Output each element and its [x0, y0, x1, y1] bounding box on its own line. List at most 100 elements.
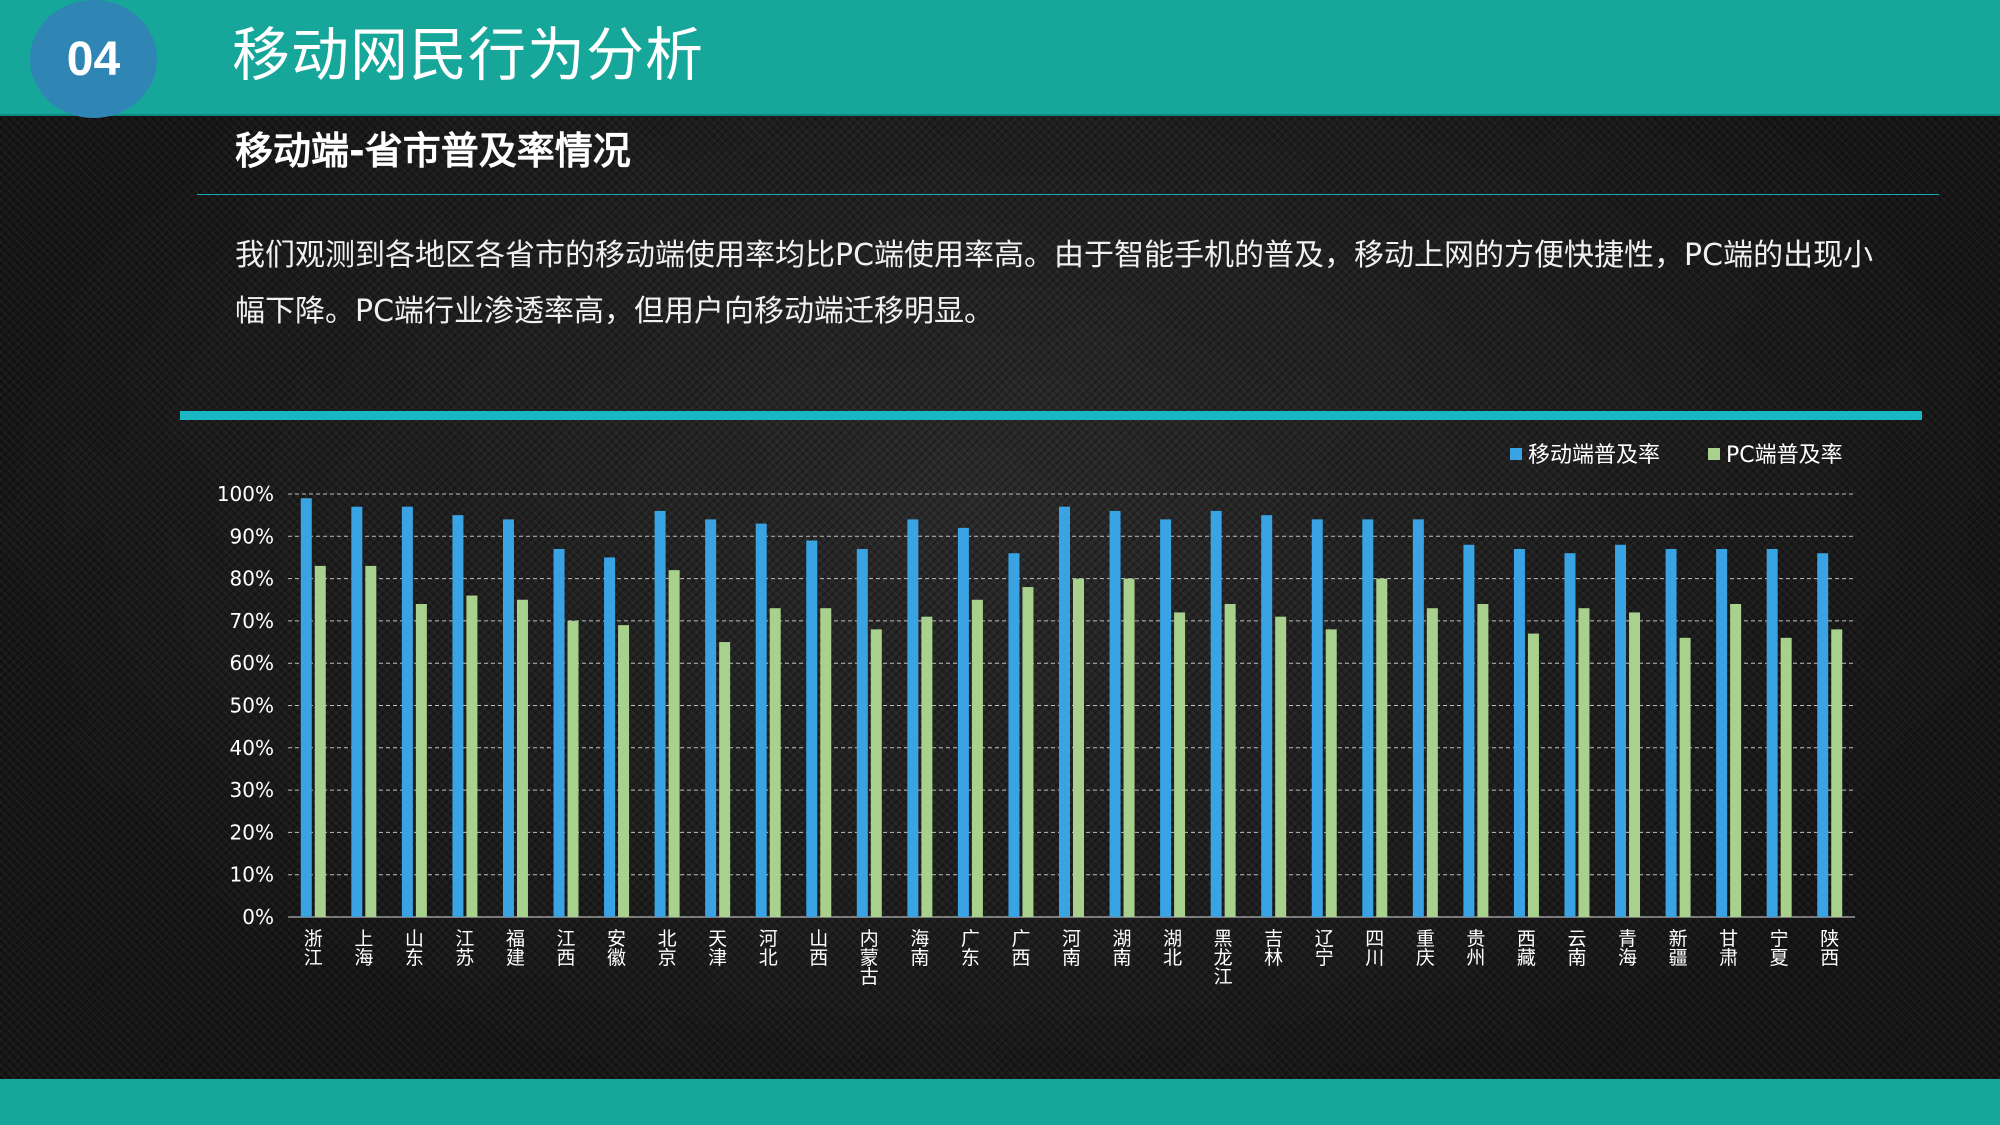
x-tick-label: 上海 [354, 928, 373, 969]
x-tick-label: 河南 [1062, 928, 1081, 969]
mobile-bar [1109, 510, 1121, 917]
mobile-bar [1261, 515, 1273, 917]
pc-bar [567, 620, 579, 917]
mobile-bar [1059, 506, 1070, 917]
mobile-bar [1665, 548, 1677, 917]
mobile-bar [907, 519, 919, 917]
pc-bar [516, 599, 528, 917]
mobile-bar [654, 510, 666, 917]
penetration-bar-chart: 0% 10% 20% 30% 40% 50% 60% 70% 80% 90% 100% 浙江 上海 山东江… [180, 430, 1880, 1000]
pc-bar [921, 616, 933, 917]
pc-bar [1780, 637, 1792, 917]
mobile-bar [1817, 553, 1829, 917]
y-tick-label: 90% [230, 524, 274, 548]
mobile-bar [502, 519, 514, 917]
x-tick-label: 青海 [1618, 928, 1637, 969]
y-tick-label: 30% [230, 778, 274, 802]
x-tick-label: 山东 [405, 928, 424, 969]
y-tick-label: 40% [230, 736, 274, 760]
x-tick-label: 海南 [910, 928, 929, 969]
mobile-bar [1412, 519, 1424, 917]
pc-bar [1123, 578, 1135, 917]
x-tick-label: 陕西 [1820, 928, 1839, 969]
x-tick-label: 甘肃 [1719, 928, 1738, 969]
page-title: 移动网民行为分析 [232, 21, 705, 89]
x-tick-label: 江西 [557, 928, 576, 969]
x-tick-label: 四川 [1365, 928, 1384, 969]
x-tick-label: 广东 [961, 928, 980, 969]
y-tick-label: 0% [242, 905, 274, 929]
pc-bar [1174, 612, 1186, 917]
y-tick-label: 100% [217, 482, 274, 506]
mobile-bar [957, 527, 969, 917]
y-tick-label: 80% [230, 567, 274, 591]
description-paragraph: 我们观测到各地区各省市的移动端使用率均比PC端使用率高。由于智能手机的普及，移动… [235, 238, 1874, 329]
pc-bar [870, 629, 882, 917]
chart-svg: 0%10%20%30%40%50%60%70%80%90%100%浙江上海山东江… [217, 443, 1855, 988]
x-tick-label: 云南 [1567, 928, 1586, 969]
pc-bar [1578, 608, 1590, 917]
section-number-badge: 04 [30, 0, 157, 118]
pc-bar [618, 625, 630, 917]
header-bar [0, 0, 2000, 116]
x-tick-label: 吉林 [1264, 928, 1283, 969]
x-tick-label: 山西 [809, 928, 828, 969]
mobile-bar [1362, 519, 1374, 917]
pc-bar [1376, 578, 1388, 917]
x-tick-label: 湖南 [1113, 928, 1132, 969]
x-tick-label: 辽宁 [1315, 928, 1334, 969]
y-tick-label: 70% [230, 609, 274, 633]
mobile-bar [806, 540, 818, 917]
pc-bar [1073, 578, 1084, 917]
pc-bar [1629, 612, 1641, 917]
mobile-bar [705, 519, 717, 917]
mobile-bar [1716, 548, 1728, 917]
y-tick-label: 60% [230, 651, 274, 675]
mobile-bar [401, 506, 413, 917]
x-tick-label: 重庆 [1416, 928, 1435, 969]
mobile-bar [300, 498, 312, 917]
mobile-bar [1564, 553, 1576, 917]
x-tick-label: 贵州 [1466, 928, 1485, 969]
mobile-bar [1513, 548, 1525, 917]
legend-swatch [1510, 448, 1522, 460]
footer-bar [0, 1079, 2000, 1125]
x-tick-label: 黑龙江 [1214, 928, 1233, 988]
y-tick-label: 20% [230, 820, 274, 844]
x-tick-label: 江苏 [455, 928, 474, 969]
legend-swatch [1708, 448, 1720, 460]
pc-bar [1275, 616, 1287, 917]
pc-bar [365, 565, 377, 917]
x-tick-label: 北京 [658, 928, 677, 969]
x-tick-label: 福建 [506, 928, 525, 969]
x-tick-label: 安徽 [607, 928, 626, 969]
x-tick-label: 浙江 [304, 928, 323, 969]
pc-bar [971, 599, 983, 917]
pc-bar [314, 565, 326, 917]
mobile-bar [452, 515, 464, 917]
accent-divider [180, 411, 1922, 420]
x-tick-label: 内蒙古 [860, 928, 879, 988]
pc-bar [1477, 603, 1489, 917]
x-tick-label: 河北 [759, 928, 778, 969]
pc-bar [668, 570, 680, 917]
mobile-bar [1160, 519, 1172, 917]
x-tick-label: 宁夏 [1770, 928, 1789, 969]
mobile-bar [1766, 548, 1778, 917]
x-tick-label: 西藏 [1517, 928, 1536, 969]
pc-bar [820, 608, 832, 917]
legend-label: 移动端普及率 [1528, 443, 1660, 468]
mobile-bar [1615, 544, 1627, 917]
y-tick-label: 50% [230, 694, 274, 718]
pc-bar [1325, 629, 1337, 917]
pc-bar [769, 608, 781, 917]
mobile-bar [1311, 519, 1323, 917]
mobile-bar [856, 548, 868, 917]
mobile-bar [1210, 510, 1222, 917]
mobile-bar [755, 523, 767, 917]
x-tick-label: 天津 [708, 928, 727, 969]
pc-bar [1679, 637, 1691, 917]
mobile-bar [604, 557, 616, 917]
pc-bar [415, 603, 427, 917]
